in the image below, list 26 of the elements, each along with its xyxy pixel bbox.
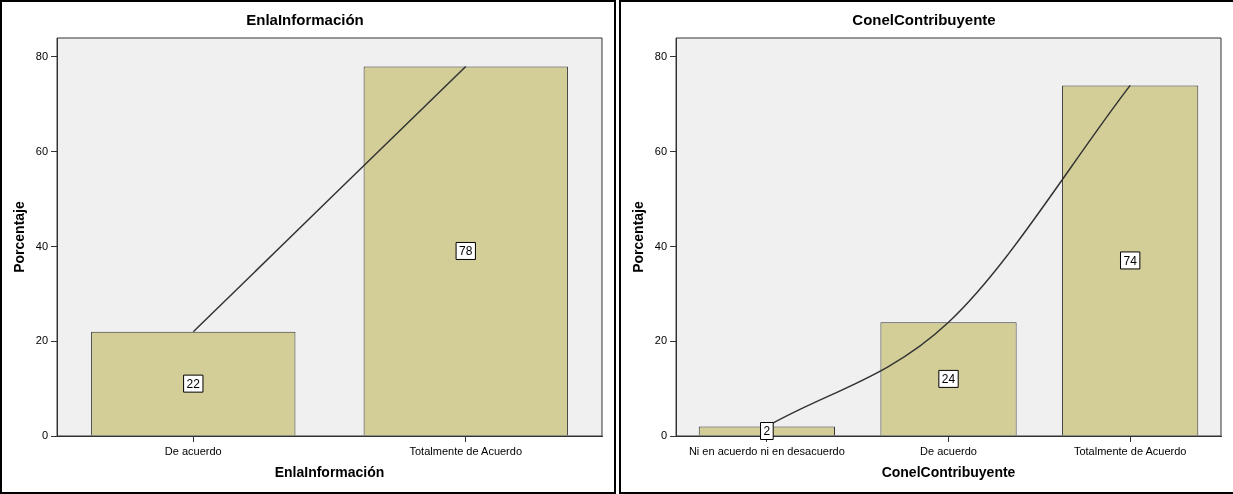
y-tick-label: 60 [654,144,668,157]
y-tick-label: 20 [654,334,668,347]
x-tick-label: Ni en acuerdo ni en desacuerdo [688,444,845,457]
y-tick-label: 60 [35,144,49,157]
x-tick-label: Totalmente de Acuerdo [409,444,523,457]
x-axis-title: ConelContribuyente [881,464,1016,481]
data-label: 78 [459,244,473,259]
x-tick-label: De acuerdo [164,444,222,457]
x-tick-label: De acuerdo [920,444,977,457]
chart-title: EnlaInformación [246,11,364,29]
chart-title: ConelContribuyente [852,11,996,29]
y-tick-label: 20 [35,334,49,347]
y-tick-label: 80 [654,49,668,62]
x-axis-title: EnlaInformación [274,464,385,481]
x-tick-label: Totalmente de Acuerdo [1073,444,1187,457]
y-tick-label: 80 [35,49,49,62]
y-tick-label: 0 [41,429,49,442]
y-tick-label: 40 [654,239,668,252]
data-label: 24 [941,372,956,387]
y-tick-label: 40 [35,239,49,252]
data-label: 2 [763,424,771,439]
y-tick-label: 0 [660,429,668,442]
data-label: 74 [1123,253,1138,268]
y-axis-title: Porcentaje [11,201,28,273]
data-label: 22 [186,376,201,391]
y-axis-title: Porcentaje [630,201,647,273]
